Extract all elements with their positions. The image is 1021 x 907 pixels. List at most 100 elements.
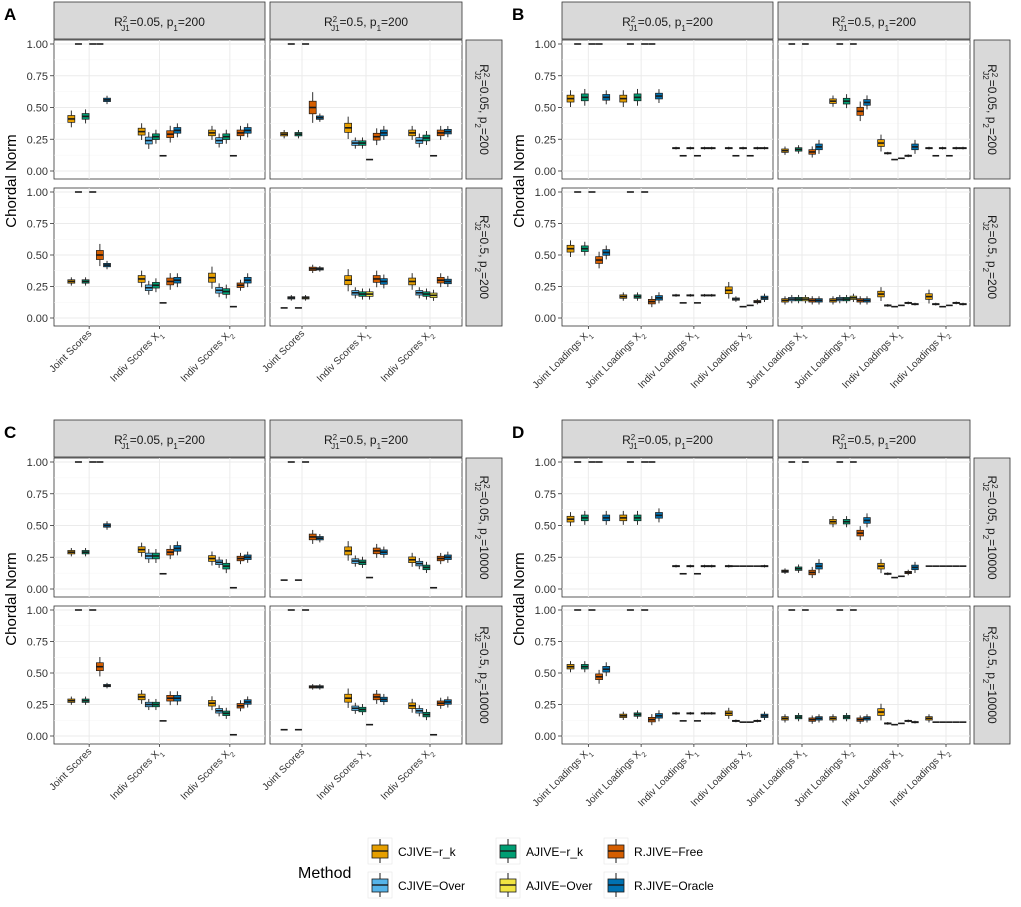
x-tick-label: Indiv Scores X1 (315, 328, 373, 386)
box-mark (215, 283, 223, 298)
box-mark (173, 541, 182, 556)
box-mark (137, 270, 146, 288)
box-mark (760, 293, 769, 302)
facet (561, 605, 774, 745)
box-mark (372, 543, 381, 558)
x-tick-label: Indiv Scores X1 (108, 328, 166, 386)
panel-c: C Chordal Norm R2 J1=0.05, p1=200 R2 J1=0.5, … (3, 419, 503, 804)
box-mark (753, 719, 762, 723)
box-mark (422, 561, 431, 573)
box-mark (911, 139, 919, 154)
legend-label: AJIVE−r_k (526, 845, 584, 859)
box-mark (580, 510, 589, 525)
col-strip (53, 419, 266, 458)
box-mark (243, 696, 252, 708)
box-mark (81, 696, 90, 705)
y-axis-title: Chordal Norm (511, 134, 528, 227)
legend-item: AJIVE−r_k (495, 837, 584, 865)
col-strip-label: R2 J1=0.5, p1=200 (832, 433, 916, 451)
box-mark (152, 548, 160, 563)
box-mark (686, 564, 695, 568)
box-mark (103, 682, 111, 689)
box-mark (152, 278, 160, 293)
panel-a: A Chordal Norm R2 J1=0.05, p1=200 R2 J1=0.5, … (3, 1, 503, 386)
box-mark (144, 132, 153, 149)
panel-label: C (4, 423, 16, 442)
box-mark (753, 146, 762, 150)
box-mark (380, 546, 388, 558)
box-mark (444, 126, 452, 138)
facet (53, 39, 266, 180)
box-mark (863, 714, 871, 723)
box-mark (794, 712, 803, 722)
facet (561, 457, 774, 598)
box-mark (152, 129, 160, 144)
col-strip-label: R2 J1=0.05, p1=200 (622, 433, 713, 451)
box-mark (67, 547, 76, 557)
box-mark (808, 566, 816, 579)
facet (269, 39, 463, 180)
box-mark (208, 696, 216, 711)
box-mark (316, 534, 324, 543)
box-mark (308, 264, 317, 274)
box-mark (863, 95, 871, 110)
row-strip (465, 605, 503, 745)
col-strip-label: R2 J1=0.05, p1=200 (114, 433, 205, 451)
box-mark (619, 292, 628, 301)
row-strip (973, 457, 1011, 598)
box-mark (904, 301, 912, 305)
box-mark (672, 293, 680, 297)
box-mark (753, 298, 762, 305)
box-mark (294, 129, 303, 139)
row-strip-label: R2J2=0.05, p2=10000 (474, 475, 492, 579)
box-mark (566, 512, 575, 527)
box-mark (436, 697, 445, 709)
y-tick-label: 0.25 (27, 282, 48, 294)
box-mark (166, 545, 175, 560)
box-mark (566, 90, 575, 107)
x-tick-label: Indiv Scores X2 (379, 746, 437, 804)
box-mark (595, 251, 603, 269)
box-mark (208, 551, 216, 566)
y-tick-label: 0.25 (27, 700, 48, 712)
legend-title: Method (298, 865, 351, 882)
y-tick-label: 0.50 (27, 250, 48, 262)
box-mark (863, 513, 871, 528)
box-mark (633, 710, 642, 719)
y-tick-label: 0.25 (535, 552, 556, 564)
box-mark (707, 711, 716, 715)
y-tick-label: 0.75 (535, 489, 556, 501)
box-mark (602, 510, 611, 525)
box-mark (408, 698, 416, 713)
box-mark (444, 551, 452, 563)
facet (777, 605, 971, 745)
y-tick-label: 0.50 (535, 250, 556, 262)
box-mark (911, 302, 919, 306)
box-mark (429, 289, 438, 301)
box-mark (739, 146, 747, 150)
box-mark (842, 712, 851, 722)
box-mark (707, 293, 716, 297)
box-mark (137, 123, 146, 141)
box-mark (566, 240, 575, 258)
row-strip (973, 187, 1011, 327)
box-mark (619, 510, 628, 525)
box-mark (672, 564, 680, 568)
box-mark (655, 508, 663, 523)
box-mark (911, 720, 919, 724)
row-strip-label: R2J2=0.5, p2=200 (474, 215, 492, 299)
box-mark (686, 711, 695, 715)
col-strip-label: R2 J1=0.05, p1=200 (622, 15, 713, 33)
facet (777, 39, 971, 180)
y-tick-label: 0.00 (535, 313, 556, 325)
legend-item: R.JIVE−Oracle (603, 871, 714, 899)
x-tick-label: Indiv Scores X1 (315, 746, 373, 804)
box-mark (707, 564, 716, 568)
col-strip-label: R2 J1=0.5, p1=200 (324, 433, 408, 451)
box-mark (672, 146, 680, 150)
box-mark (884, 151, 892, 155)
box-mark (372, 128, 381, 146)
box-mark (781, 714, 789, 723)
box-mark (815, 296, 823, 305)
box-mark (96, 243, 104, 267)
